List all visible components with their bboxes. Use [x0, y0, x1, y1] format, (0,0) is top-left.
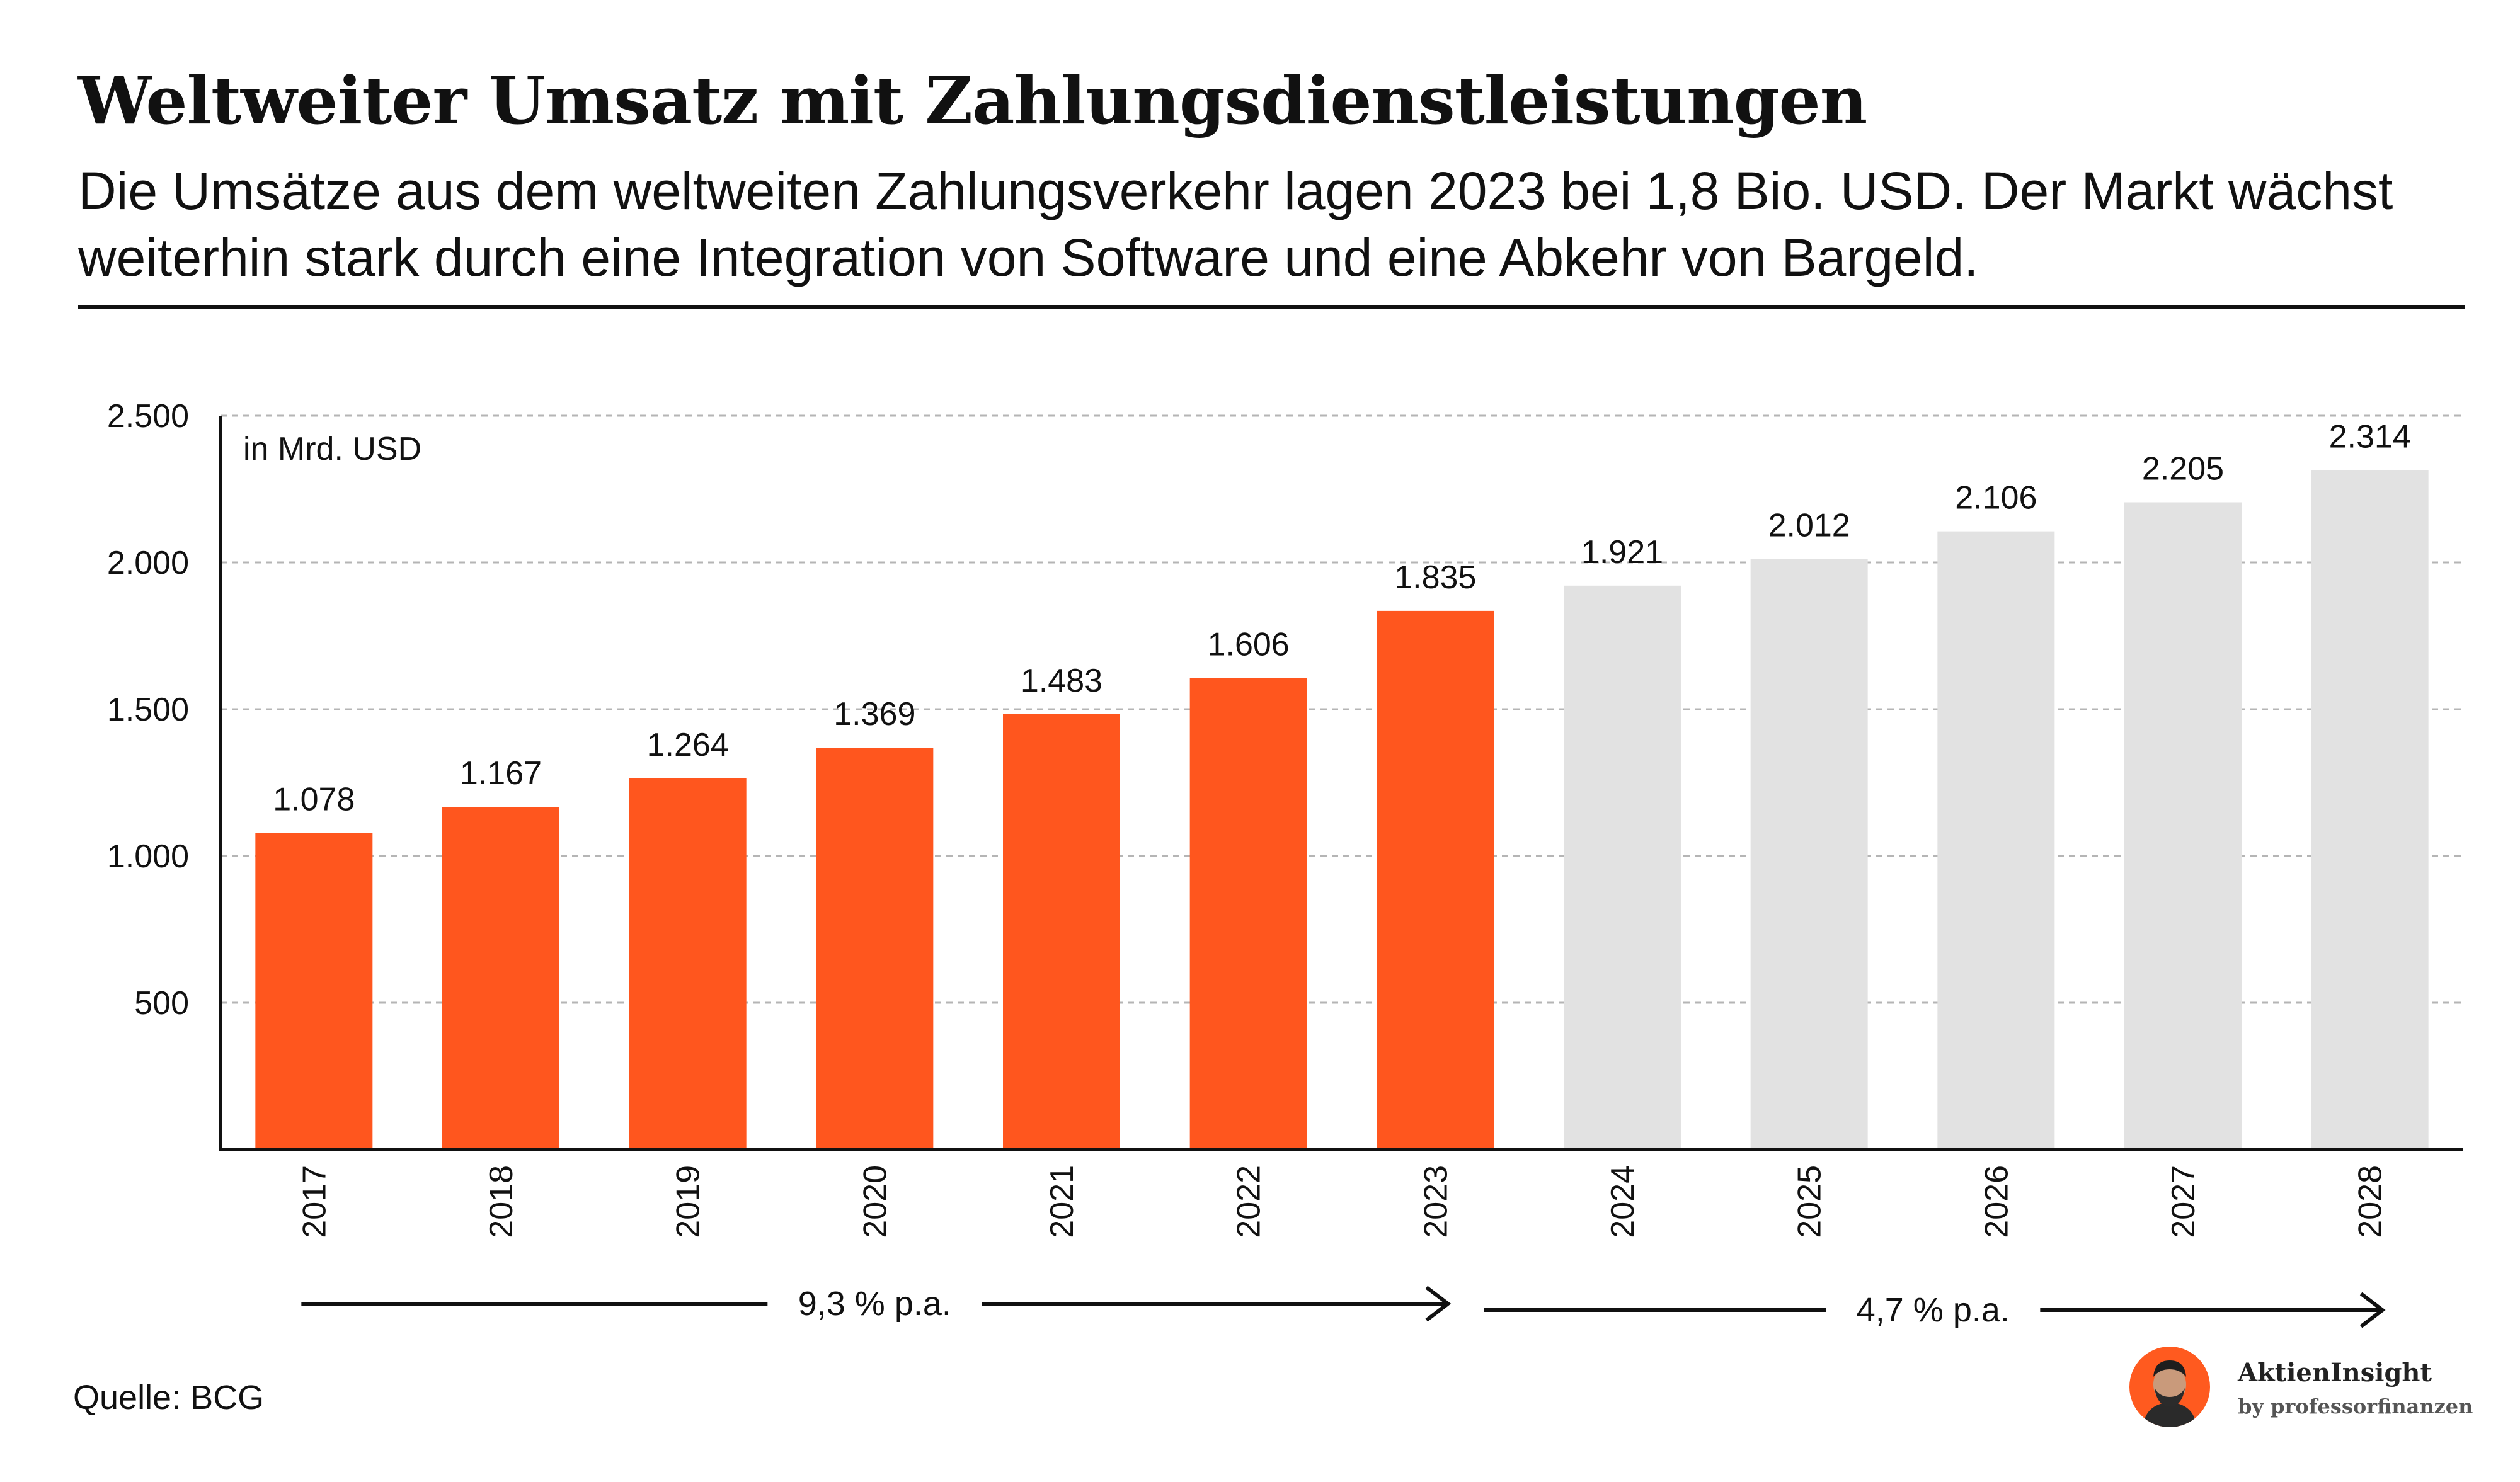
value-label: 2.205 [2142, 450, 2224, 487]
bar-2021 [1003, 714, 1120, 1149]
x-tick-label: 2025 [1792, 1165, 1828, 1238]
chart-title: Weltweiter Umsatz mit Zahlungsdienstleis… [78, 62, 1867, 139]
x-tick-label: 2027 [2165, 1165, 2202, 1238]
value-label: 1.835 [1394, 559, 1476, 596]
chart-subtitle: Die Umsätze aus dem weltweiten Zahlungsv… [78, 161, 2393, 287]
x-tick-label: 2020 [857, 1165, 893, 1238]
bar-2025 [1750, 559, 1868, 1149]
person-icon [2143, 1360, 2196, 1427]
bar-2018 [442, 807, 559, 1149]
y-tick-label: 2.000 [107, 545, 189, 581]
bar-2024 [1564, 585, 1681, 1149]
bars [255, 470, 2429, 1149]
bar-2027 [2124, 502, 2242, 1149]
value-label: 1.606 [1208, 627, 1290, 663]
x-tick-label: 2022 [1231, 1165, 1268, 1238]
x-tick-label: 2017 [296, 1165, 333, 1238]
x-tick-label: 2026 [1978, 1165, 2015, 1238]
bar-2017 [255, 833, 373, 1149]
value-label: 2.106 [1955, 480, 2037, 516]
brand-subtitle: by professorfinanzen [2238, 1394, 2473, 1418]
x-tick-label: 2018 [483, 1165, 520, 1238]
unit-label: in Mrd. USD [243, 431, 421, 467]
bar-2023 [1377, 610, 1494, 1149]
value-label: 1.369 [833, 696, 915, 732]
y-tick-label: 1.000 [107, 838, 189, 875]
arrow-head-icon [2359, 1292, 2386, 1328]
arrow-head-icon [1425, 1285, 1452, 1322]
x-tick-label: 2021 [1044, 1165, 1080, 1238]
avatar [2129, 1347, 2210, 1427]
value-label: 1.078 [273, 782, 355, 818]
brand-logo: AktienInsight by professorfinanzen [2129, 1347, 2482, 1435]
bar-2026 [1937, 531, 2055, 1149]
y-tick-label: 2.500 [107, 398, 189, 435]
bar-2022 [1189, 678, 1307, 1149]
value-label: 1.167 [460, 755, 542, 792]
value-label: 1.921 [1581, 534, 1663, 571]
growth-label: 4,7 % p.a. [1857, 1291, 2010, 1329]
axes [219, 416, 2463, 1151]
value-label: 1.483 [1021, 663, 1102, 699]
labels: 500 1.000 1.500 2.000 2.500 1.078 2017 1.167 201… [107, 398, 2411, 1238]
header-divider [78, 305, 2465, 309]
brand-name: AktienInsight [2238, 1358, 2432, 1388]
growth-label: 9,3 % p.a. [798, 1285, 951, 1323]
bar-2019 [629, 778, 747, 1149]
growth-annotations: 9,3 % p.a. 4,7 % p.a. [301, 1285, 2386, 1329]
bar-2020 [816, 748, 934, 1149]
value-label: 1.264 [647, 727, 729, 763]
x-tick-label: 2019 [670, 1165, 707, 1238]
x-tick-label: 2024 [1605, 1165, 1641, 1238]
value-label: 2.314 [2329, 419, 2411, 455]
value-label: 2.012 [1768, 507, 1850, 544]
x-tick-label: 2028 [2352, 1165, 2389, 1238]
source-note: Quelle: BCG [73, 1379, 265, 1416]
x-tick-label: 2023 [1418, 1165, 1454, 1238]
bar-2028 [2311, 470, 2429, 1149]
y-tick-label: 1.500 [107, 692, 189, 728]
y-tick-label: 500 [134, 985, 189, 1022]
